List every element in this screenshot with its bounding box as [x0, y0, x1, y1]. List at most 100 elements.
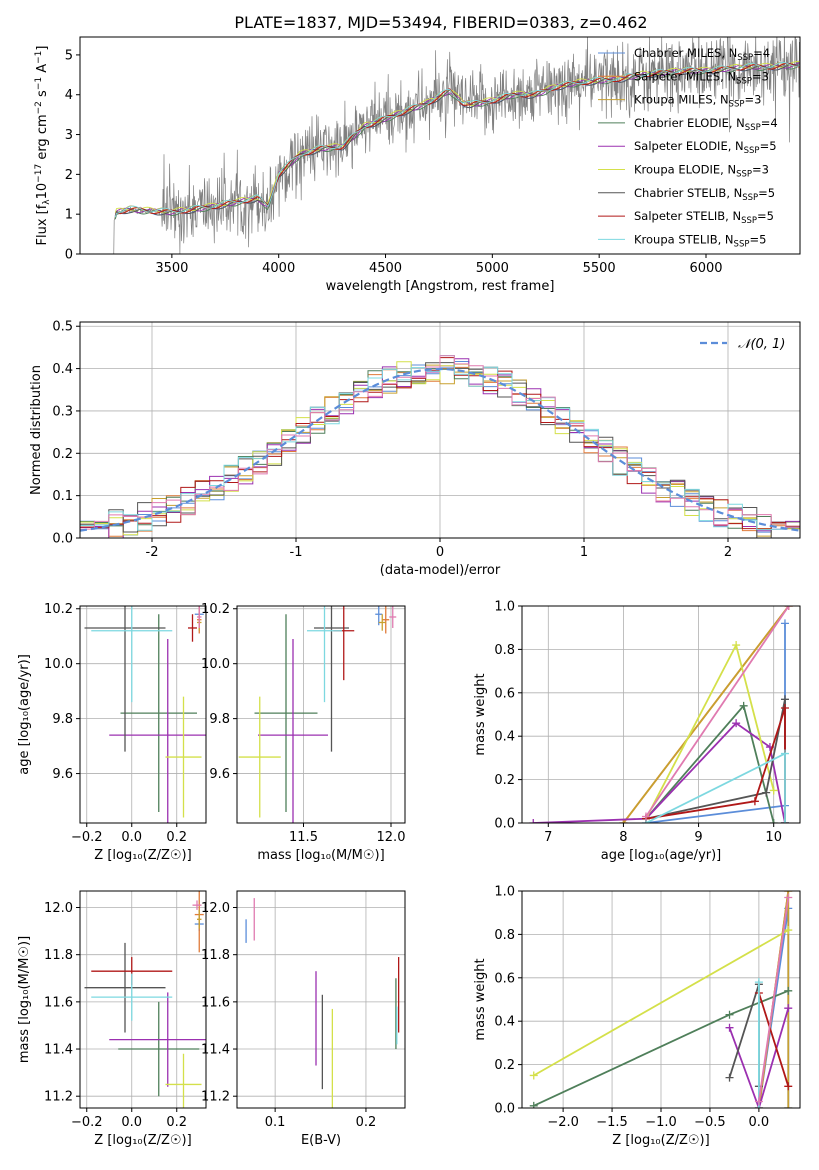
errorbar-point [165, 1053, 202, 1108]
residuals-ticks: -2 -1 0 1 2 0.0 0.1 0.2 0.3 0.4 0.5 [52, 320, 732, 560]
y-tick-label: 1.0 [494, 885, 515, 900]
x-tick-label: 11.5 [289, 830, 318, 845]
x-tick-label: -2 [146, 545, 159, 560]
errorbar-point [254, 614, 318, 813]
age-vs-Z-plot-area [84, 606, 206, 823]
x-tick-label: 1 [580, 545, 588, 560]
legend-entry-sub: SSP [729, 100, 745, 110]
weight-point-marker [784, 606, 793, 610]
y-tick-label: 0.4 [494, 730, 515, 745]
errorbar-point [192, 900, 202, 910]
weight-series-line [622, 606, 790, 823]
legend-entry-suffix: =3 [752, 163, 769, 177]
legend-entry-sub: SSP [734, 239, 750, 249]
errorbar-point [109, 992, 206, 1087]
x-tick-label: 10 [765, 830, 782, 845]
legend-entry-label: Salpeter MILES, N [634, 69, 736, 83]
legend-entry-label: Chabrier ELODIE, N [634, 116, 745, 130]
mass-vs-Z-ticks: −0.2 0.0 0.2 11.2 11.4 11.6 11.8 12.0 [44, 901, 187, 1130]
x-tick-label: -1 [290, 545, 303, 560]
weight-vs-age-plot-area [529, 606, 793, 823]
y-tick-label: 12.0 [44, 901, 73, 916]
residuals-xlabel: (data-model)/error [380, 563, 501, 578]
y-tick-label: 10.2 [44, 602, 73, 617]
errorbar-point [238, 696, 281, 818]
weight-point-marker [754, 1097, 763, 1106]
weight-point-marker [784, 986, 793, 995]
spectrum-plot-area [80, 37, 800, 254]
mass-vs-ebv-xlabel: E(B-V) [301, 1133, 341, 1148]
x-tick-label: 12.0 [377, 830, 406, 845]
ylabel-part: s [35, 90, 50, 101]
errorbar-point [197, 909, 202, 929]
x-tick-label: 2 [724, 545, 732, 560]
x-tick-label: 0.0 [121, 830, 142, 845]
model-spectrum-line [114, 62, 800, 218]
weight-series-line [645, 606, 790, 818]
y-tick-label: 12.0 [201, 901, 230, 916]
y-tick-label: 11.4 [44, 1043, 73, 1058]
spectrum-axes-frame [79, 36, 801, 255]
weight-point-marker [725, 1073, 734, 1082]
weight-series-line [758, 992, 790, 1087]
histogram-series [80, 355, 800, 530]
age-vs-mass-ticks: 11.5 12.0 9.6 9.8 10.0 10.2 [201, 602, 405, 845]
legend-entry-suffix: =5 [757, 209, 774, 223]
weight-point-marker [739, 701, 748, 710]
x-tick-label: −1.0 [645, 1115, 677, 1130]
ylabel-part: 10 [35, 183, 50, 200]
age-vs-Z-ylabel: age [log₁₀(age/yr)] [17, 654, 32, 775]
x-tick-label: 0.1 [265, 1115, 286, 1130]
mass-vs-ebv-plot-area [245, 898, 400, 1108]
legend-entry: Salpeter STELIB, NSSP=5 [634, 209, 774, 226]
errorbar-point [382, 606, 390, 634]
weight-point-marker [780, 695, 789, 704]
x-tick-label: −0.2 [71, 1115, 103, 1130]
age-vs-Z-panel: −0.2 0.0 0.2 9.6 9.8 10.0 10.2 Z [log₁₀(Z/Z☉)]… [17, 602, 207, 863]
age-vs-mass-panel: 11.5 12.0 9.6 9.8 10.0 10.2 mass [log₁₀(M/M☉)… [201, 602, 406, 863]
weight-point-marker [750, 797, 759, 806]
weight-point-marker [762, 788, 771, 797]
x-tick-label: 0.2 [166, 830, 187, 845]
weight-vs-Z-ticks: −2.0 −1.5 −1.0 −0.5 0.0 0.0 0.2 0.4 0.6 0.8 1.0 [494, 885, 769, 1131]
y-tick-label: 0.6 [494, 971, 515, 986]
spectrum-ticks: 3500 4000 4500 5000 5500 6000 0 1 2 3 4 5 [65, 48, 723, 276]
y-tick-label: 9.8 [52, 712, 73, 727]
errorbar-point [378, 614, 386, 631]
weight-vs-age-panel: 7 8 9 10 0.0 0.2 0.4 0.6 0.8 1.0 age [log₁₀(age/y… [473, 600, 801, 863]
x-tick-label: −1.5 [596, 1115, 628, 1130]
errorbar-point [120, 614, 197, 813]
y-tick-label: 0.1 [52, 489, 73, 504]
y-tick-label: 1.0 [494, 600, 515, 615]
weight-series-line [728, 1007, 790, 1108]
y-tick-label: 0.4 [52, 362, 73, 377]
legend-entry-suffix: =5 [758, 186, 775, 200]
mass-vs-Z-xlabel: Z [log₁₀(Z/Z☉)] [94, 1133, 191, 1148]
weight-point-marker [769, 786, 778, 795]
y-tick-label: 11.6 [44, 995, 73, 1010]
weight-vs-age-ylabel: mass weight [473, 673, 488, 755]
y-tick-label: 0.8 [494, 928, 515, 943]
legend-entry-label: Chabrier STELIB, N [634, 186, 742, 200]
weight-point-marker [780, 703, 789, 712]
ylabel-part: −17 [34, 164, 44, 183]
figure-title: PLATE=1837, MJD=53494, FIBERID=0383, z=0… [234, 13, 647, 32]
mass-vs-Z-panel: −0.2 0.0 0.2 11.2 11.4 11.6 11.8 12.0 Z [log₁₀(… [17, 890, 207, 1148]
x-tick-label: 0.0 [121, 1115, 142, 1130]
y-tick-label: 0.2 [494, 1058, 515, 1073]
weight-point-marker [784, 1082, 793, 1091]
age-vs-mass-axes-frame [236, 605, 406, 824]
weight-point-marker [529, 1101, 538, 1108]
errorbar-point [258, 638, 328, 823]
y-tick-label: 11.2 [201, 1090, 230, 1105]
y-tick-label: 0.8 [494, 643, 515, 658]
legend-entry-sub: SSP [736, 170, 752, 180]
y-tick-label: 1 [65, 208, 73, 223]
y-tick-label: 9.6 [52, 767, 73, 782]
y-tick-label: 0.3 [52, 404, 73, 419]
errorbar-point [188, 614, 197, 642]
weight-point-marker [780, 619, 789, 628]
residuals-ylabel: Normed distribution [29, 365, 44, 495]
x-tick-label: 0.2 [166, 1115, 187, 1130]
legend-entry: Chabrier STELIB, NSSP=5 [634, 186, 775, 203]
